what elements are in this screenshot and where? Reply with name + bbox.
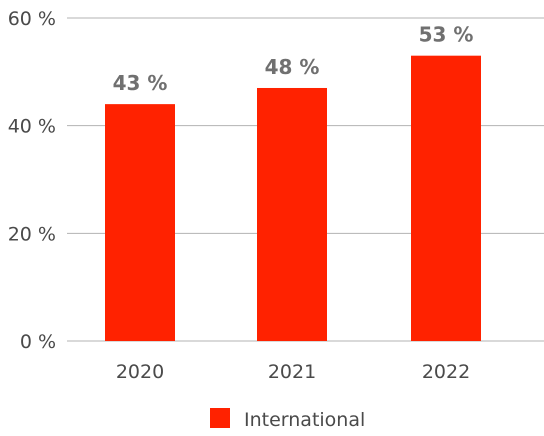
data-label: 48 % [265, 55, 320, 79]
x-tick-label: 2021 [268, 361, 316, 383]
y-axis-tick-labels: 0 % 20 % 40 % 60 % [8, 8, 56, 353]
bar [257, 87, 327, 341]
x-axis-tick-labels: 2020 2021 2022 [116, 361, 470, 383]
y-tick-label: 60 % [8, 8, 56, 30]
x-tick-label: 2020 [116, 361, 164, 383]
y-tick-label: 0 % [20, 331, 56, 353]
data-labels: 43 % 48 % 53 % [113, 23, 474, 95]
legend: International [210, 408, 365, 431]
legend-label: International [244, 409, 365, 431]
data-label: 53 % [419, 23, 474, 47]
y-tick-label: 20 % [8, 223, 56, 245]
legend-swatch [210, 408, 230, 428]
bar [105, 104, 175, 341]
x-tick-label: 2022 [422, 361, 470, 383]
bars [105, 55, 481, 341]
bar [411, 55, 481, 341]
y-tick-label: 40 % [8, 116, 56, 138]
data-label: 43 % [113, 71, 168, 95]
